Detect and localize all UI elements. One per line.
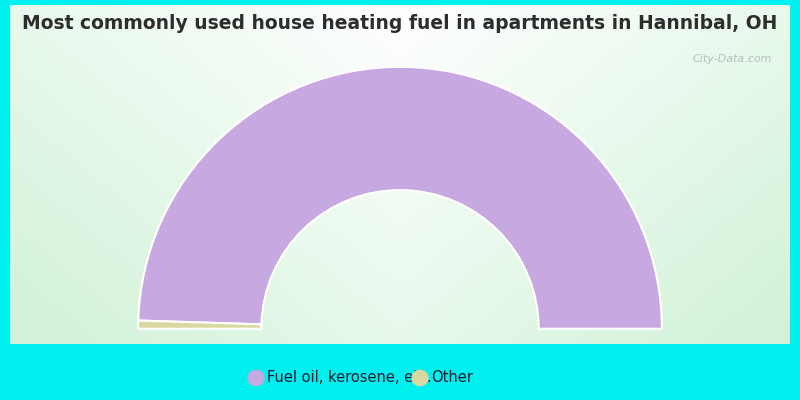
Text: City-Data.com: City-Data.com	[693, 54, 772, 64]
Bar	[10, 344, 790, 395]
Text: Most commonly used house heating fuel in apartments in Hannibal, OH: Most commonly used house heating fuel in…	[22, 14, 778, 33]
Wedge shape	[138, 67, 662, 329]
Text: Fuel oil, kerosene, etc.: Fuel oil, kerosene, etc.	[267, 370, 432, 386]
Text: Other: Other	[431, 370, 473, 386]
Wedge shape	[138, 320, 262, 329]
